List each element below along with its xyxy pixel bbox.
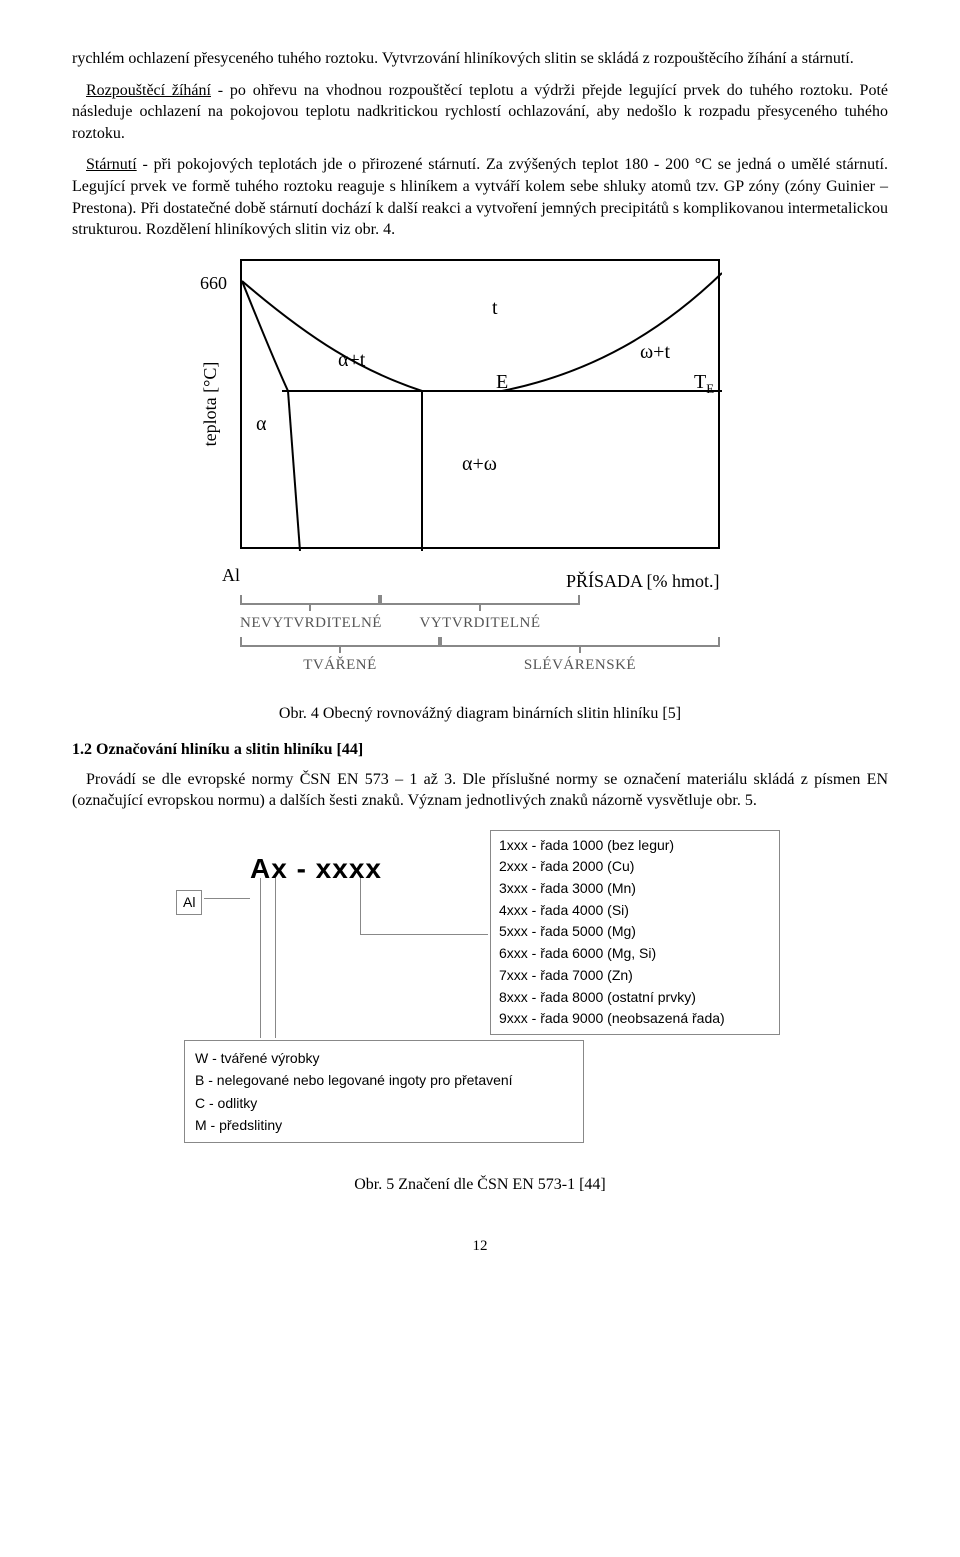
label-E: E [496,369,508,396]
letter-row: W - tvářené výrobky [195,1047,573,1069]
section-1-2-heading: 1.2 Označování hliníku a slitin hliníku … [72,739,888,761]
region-alpha: α [256,411,266,438]
box-letters: W - tvářené výrobky B - nelegované nebo … [184,1040,584,1144]
region-t: t [492,295,498,322]
figure-5-caption: Obr. 5 Značení dle ČSN EN 573-1 [44] [72,1174,888,1196]
phase-diagram: teplota [°C] 660 t ω+t α α+t α+ω E TE Al… [160,259,800,689]
paragraph-aging: Stárnutí - při pokojových teplotách jde … [72,154,888,240]
x-label-al: Al [222,563,240,587]
letter-row: B - nelegované nebo legované ingoty pro … [195,1069,573,1091]
bracket-nonhardenable: NEVYTVRDITELNÉ [240,613,380,633]
curve-left-liq [242,281,422,391]
code-ax-xxxx: Ax - xxxx [250,850,382,888]
box-series: 1xxx - řada 1000 (bez legur) 2xxx - řada… [490,830,780,1035]
paragraph-dissolution: Rozpouštěcí žíhání - po ohřevu na vhodno… [72,80,888,145]
letter-row: C - odlitky [195,1092,573,1114]
region-alpha-t: α+t [338,347,365,374]
series-row: 3xxx - řada 3000 (Mn) [499,878,771,900]
series-row: 5xxx - řada 5000 (Mg) [499,921,771,943]
bracket-cast: SLÉVÁRENSKÉ [440,655,720,675]
naming-scheme: Al Ax - xxxx 1xxx - řada 1000 (bez legur… [170,830,790,1160]
bracket-hardenable: VYTVRDITELNÉ [380,613,580,633]
paragraph-naming: Provádí se dle evropské normy ČSN EN 573… [72,769,888,812]
bracket-wrought: TVÁŘENÉ [240,655,440,675]
curve-left-alpha [242,281,288,391]
figure-5: Al Ax - xxxx 1xxx - řada 1000 (bez legur… [72,830,888,1167]
y-tick-660: 660 [200,271,227,295]
paragraph-cont: rychlém ochlazení přesyceného tuhého roz… [72,48,888,70]
y-axis-label: teplota [°C] [198,361,222,446]
x-label-additive: PŘÍSADA [% hmot.] [566,569,720,593]
series-row: 1xxx - řada 1000 (bez legur) [499,835,771,857]
series-row: 2xxx - řada 2000 (Cu) [499,856,771,878]
solvus-line [288,391,300,551]
region-alpha-w: α+ω [462,451,497,478]
figure-4: teplota [°C] 660 t ω+t α α+t α+ω E TE Al… [72,259,888,696]
phase-curves [242,261,722,551]
plot-area: t ω+t α α+t α+ω E TE [240,259,720,549]
label-TE: TE [694,369,714,398]
box-al: Al [176,890,202,915]
figure-4-caption: Obr. 4 Obecný rovnovážný diagram binární… [72,703,888,725]
curve-right-liq [502,273,722,391]
region-wt: ω+t [640,339,670,366]
letter-row: M - předslitiny [195,1114,573,1136]
series-row: 9xxx - řada 9000 (neobsazená řada) [499,1008,771,1030]
text: - při pokojových teplotách jde o přiroze… [72,156,888,238]
series-row: 4xxx - řada 4000 (Si) [499,900,771,922]
term-dissolution: Rozpouštěcí žíhání [86,82,211,99]
term-aging: Stárnutí [86,156,137,173]
series-row: 6xxx - řada 6000 (Mg, Si) [499,943,771,965]
series-row: 7xxx - řada 7000 (Zn) [499,965,771,987]
page-number: 12 [72,1236,888,1256]
series-row: 8xxx - řada 8000 (ostatní prvky) [499,987,771,1009]
